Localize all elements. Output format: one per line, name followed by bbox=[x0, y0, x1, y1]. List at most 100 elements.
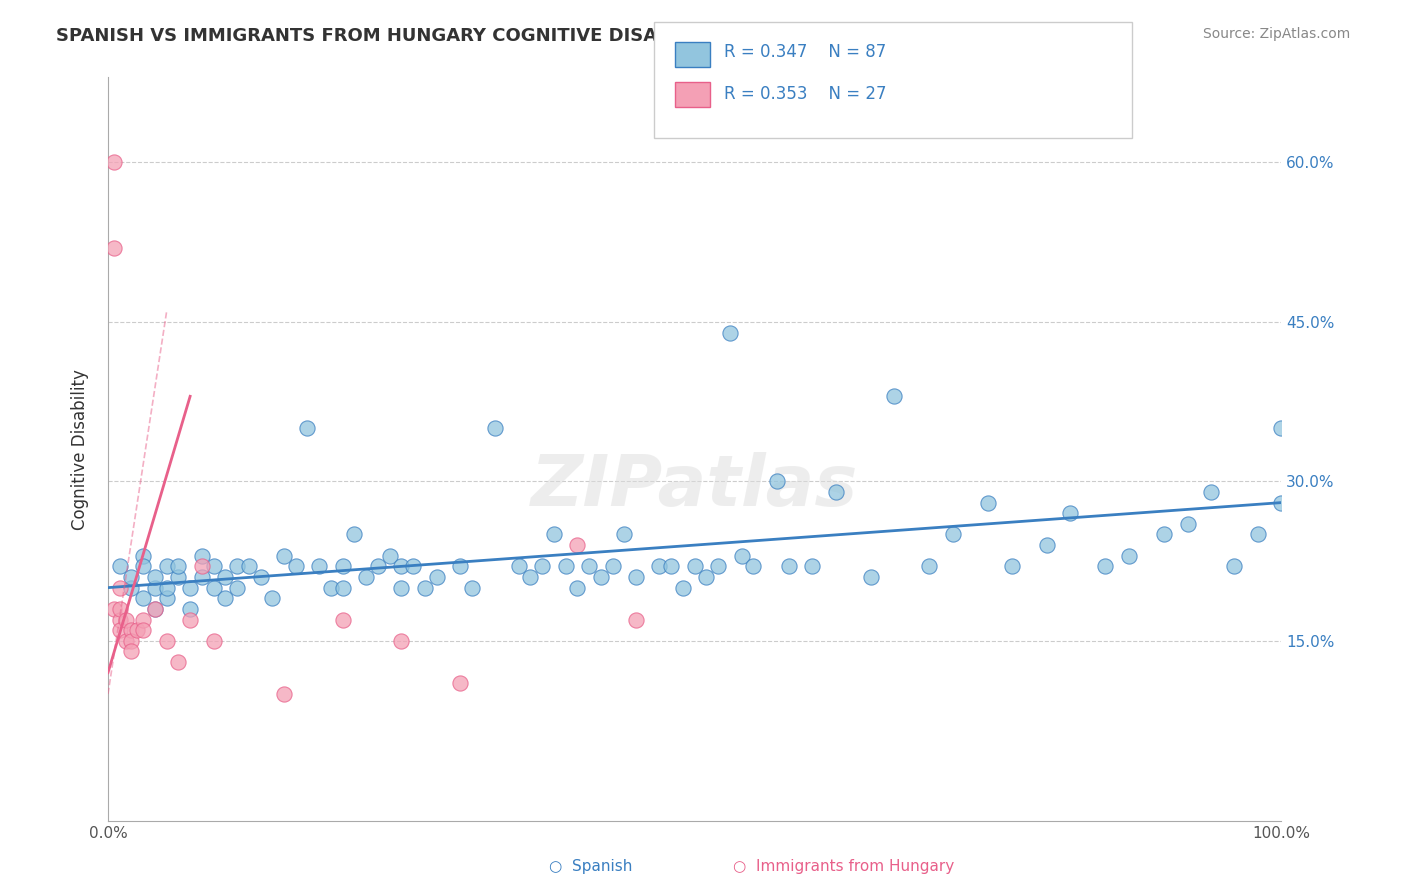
Spanish bbox=[742, 559, 765, 574]
Spanish bbox=[425, 570, 447, 584]
Text: R = 0.353    N = 27: R = 0.353 N = 27 bbox=[724, 85, 887, 103]
Spanish bbox=[918, 559, 941, 574]
Immigrants from Hungary bbox=[449, 676, 471, 690]
Spanish bbox=[402, 559, 425, 574]
Immigrants from Hungary bbox=[132, 623, 155, 637]
Immigrants from Hungary bbox=[389, 633, 412, 648]
Immigrants from Hungary bbox=[332, 613, 354, 627]
Spanish bbox=[1094, 559, 1116, 574]
Spanish bbox=[273, 549, 295, 563]
Spanish bbox=[602, 559, 624, 574]
Text: ○  Spanish: ○ Spanish bbox=[548, 859, 633, 874]
Spanish bbox=[179, 581, 201, 595]
Spanish bbox=[108, 559, 131, 574]
Spanish bbox=[156, 559, 179, 574]
Spanish bbox=[132, 549, 155, 563]
Spanish bbox=[942, 527, 965, 541]
Immigrants from Hungary bbox=[156, 633, 179, 648]
Spanish bbox=[1177, 516, 1199, 531]
Immigrants from Hungary bbox=[202, 633, 225, 648]
Spanish bbox=[778, 559, 800, 574]
Immigrants from Hungary bbox=[114, 633, 136, 648]
Spanish bbox=[354, 570, 377, 584]
Spanish bbox=[508, 559, 530, 574]
Spanish bbox=[156, 591, 179, 606]
Spanish bbox=[226, 581, 249, 595]
Immigrants from Hungary bbox=[108, 613, 131, 627]
Immigrants from Hungary bbox=[567, 538, 589, 552]
Spanish bbox=[1247, 527, 1270, 541]
Spanish bbox=[1270, 421, 1292, 435]
Spanish bbox=[730, 549, 752, 563]
Spanish bbox=[167, 570, 190, 584]
Spanish bbox=[191, 570, 214, 584]
Spanish bbox=[214, 591, 236, 606]
Immigrants from Hungary bbox=[191, 559, 214, 574]
Spanish bbox=[659, 559, 682, 574]
Spanish bbox=[543, 527, 565, 541]
Immigrants from Hungary bbox=[132, 613, 155, 627]
Spanish bbox=[238, 559, 260, 574]
Spanish bbox=[226, 559, 249, 574]
Immigrants from Hungary bbox=[103, 155, 125, 169]
Spanish bbox=[707, 559, 730, 574]
Spanish bbox=[977, 495, 1000, 509]
Text: ZIPatlas: ZIPatlas bbox=[531, 452, 859, 521]
Immigrants from Hungary bbox=[127, 623, 149, 637]
Spanish bbox=[1270, 495, 1292, 509]
Spanish bbox=[1223, 559, 1246, 574]
Spanish bbox=[1059, 506, 1081, 520]
Spanish bbox=[484, 421, 506, 435]
Spanish bbox=[120, 581, 142, 595]
Spanish bbox=[319, 581, 342, 595]
Immigrants from Hungary bbox=[103, 602, 125, 616]
Spanish bbox=[202, 581, 225, 595]
Text: ○  Immigrants from Hungary: ○ Immigrants from Hungary bbox=[733, 859, 955, 874]
Spanish bbox=[624, 570, 647, 584]
Spanish bbox=[461, 581, 484, 595]
Spanish bbox=[389, 581, 412, 595]
Spanish bbox=[202, 559, 225, 574]
Spanish bbox=[214, 570, 236, 584]
Spanish bbox=[378, 549, 401, 563]
Spanish bbox=[262, 591, 284, 606]
Spanish bbox=[824, 485, 846, 500]
Spanish bbox=[683, 559, 706, 574]
Spanish bbox=[766, 475, 789, 489]
Spanish bbox=[143, 602, 166, 616]
Spanish bbox=[332, 581, 354, 595]
Text: Source: ZipAtlas.com: Source: ZipAtlas.com bbox=[1202, 27, 1350, 41]
Spanish bbox=[179, 602, 201, 616]
Immigrants from Hungary bbox=[273, 687, 295, 701]
Immigrants from Hungary bbox=[108, 581, 131, 595]
Spanish bbox=[343, 527, 366, 541]
Immigrants from Hungary bbox=[143, 602, 166, 616]
Spanish bbox=[519, 570, 541, 584]
Spanish bbox=[695, 570, 717, 584]
Spanish bbox=[389, 559, 412, 574]
Spanish bbox=[883, 389, 905, 403]
Spanish bbox=[143, 581, 166, 595]
Immigrants from Hungary bbox=[624, 613, 647, 627]
Spanish bbox=[413, 581, 436, 595]
Immigrants from Hungary bbox=[179, 613, 201, 627]
Immigrants from Hungary bbox=[120, 623, 142, 637]
Spanish bbox=[143, 570, 166, 584]
Spanish bbox=[249, 570, 271, 584]
Immigrants from Hungary bbox=[120, 633, 142, 648]
Spanish bbox=[578, 559, 600, 574]
Spanish bbox=[449, 559, 471, 574]
Text: SPANISH VS IMMIGRANTS FROM HUNGARY COGNITIVE DISABILITY CORRELATION CHART: SPANISH VS IMMIGRANTS FROM HUNGARY COGNI… bbox=[56, 27, 942, 45]
Spanish bbox=[648, 559, 671, 574]
Spanish bbox=[284, 559, 307, 574]
Immigrants from Hungary bbox=[108, 602, 131, 616]
Immigrants from Hungary bbox=[103, 240, 125, 254]
Spanish bbox=[567, 581, 589, 595]
Spanish bbox=[332, 559, 354, 574]
Spanish bbox=[297, 421, 319, 435]
Spanish bbox=[367, 559, 389, 574]
Spanish bbox=[613, 527, 636, 541]
Spanish bbox=[801, 559, 824, 574]
Immigrants from Hungary bbox=[167, 655, 190, 669]
Immigrants from Hungary bbox=[114, 613, 136, 627]
